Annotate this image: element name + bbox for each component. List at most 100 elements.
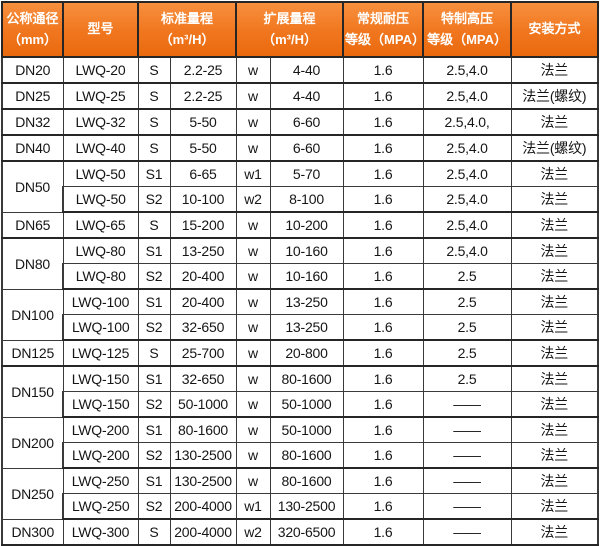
std-range-cell: 6-65 (169, 160, 237, 187)
dn-cell: DN125 (1, 339, 64, 367)
ext-marker-cell: w (235, 467, 271, 494)
install-cell: 法兰 (510, 339, 600, 367)
ext-range-cell: 13-250 (269, 314, 344, 341)
table-row: DN25 LWQ-25 S 2.2-25 w 4-40 1.6 2.5,4.0 法兰(螺纹) (1, 82, 600, 110)
std-marker-cell: S (137, 56, 171, 84)
ext-marker-cell: w2 (235, 186, 271, 213)
install-cell: 法兰(螺纹) (510, 82, 600, 110)
ext-range-cell: 20-800 (269, 339, 344, 367)
ext-marker-cell: w (235, 288, 271, 315)
std-range-cell: 20-400 (169, 288, 237, 315)
table-row: DN80 LWQ-80 S1 13-250 w 10-160 1.6 2.5,4.0 法兰 (1, 237, 600, 290)
normal-pressure-cell: 1.6 (342, 237, 424, 264)
high-pressure-cell: 2.5 (422, 263, 512, 290)
table-row: DN20 LWQ-20 S 2.2-25 w 4-40 1.6 2.5,4.0 法兰 (1, 56, 600, 84)
model-cell: LWQ-100 (62, 288, 139, 315)
std-marker-cell: S (137, 82, 171, 110)
std-range-cell: 5-50 (169, 134, 237, 162)
table-row: LWQ-50 S2 10-100 w2 8-100 1.6 2.5,4.0 法兰 (2, 186, 600, 213)
normal-pressure-cell: 1.6 (342, 339, 424, 367)
normal-pressure-cell: 1.6 (342, 365, 424, 392)
ext-marker-cell: w (235, 211, 271, 239)
dn-cell: DN100 (1, 288, 64, 341)
high-pressure-cell: 2.5 (422, 365, 512, 392)
std-range-cell: 10-100 (169, 186, 237, 213)
model-cell: LWQ-40 (62, 134, 139, 162)
normal-pressure-cell: 1.6 (342, 314, 424, 341)
install-cell: 法兰 (510, 467, 600, 494)
normal-pressure-cell: 1.6 (342, 186, 424, 213)
ext-range-cell: 10-160 (269, 263, 344, 290)
ext-range-cell: 320-6500 (269, 518, 344, 546)
dn-cell: DN40 (1, 134, 64, 162)
install-cell: 法兰 (510, 186, 600, 213)
install-cell: 法兰 (510, 365, 600, 392)
std-marker-cell: S2 (137, 442, 171, 469)
high-pressure-cell: 2.5 (422, 288, 512, 315)
normal-pressure-cell: 1.6 (342, 82, 424, 110)
ext-marker-cell: w (235, 365, 271, 392)
high-pressure-cell: 2.5 (422, 314, 512, 341)
ext-marker-cell: w (235, 134, 271, 162)
col-header-std: 标准量程 （m³/H） (136, 1, 238, 58)
table-row: DN300 LWQ-300 S 200-4000 w2 320-6500 1.6 —— 法兰 (1, 518, 600, 546)
ext-range-cell: 4-40 (269, 56, 344, 84)
high-pressure-cell: —— (422, 518, 512, 546)
ext-range-cell: 8-100 (269, 186, 344, 213)
model-cell: LWQ-20 (62, 56, 139, 84)
std-range-cell: 15-200 (169, 211, 237, 239)
std-range-cell: 2.2-25 (169, 82, 237, 110)
ext-range-cell: 10-160 (269, 237, 344, 264)
std-marker-cell: S2 (137, 263, 171, 290)
ext-range-cell: 4-40 (269, 82, 344, 110)
ext-range-cell: 80-1600 (269, 442, 344, 469)
install-cell: 法兰 (510, 237, 600, 264)
std-range-cell: 50-1000 (169, 391, 237, 418)
ext-marker-cell: w (235, 339, 271, 367)
model-cell: LWQ-200 (62, 416, 139, 443)
high-pressure-cell: 2.5 (422, 339, 512, 367)
ext-marker-cell: w1 (235, 493, 271, 520)
model-cell: LWQ-250 (62, 467, 139, 494)
normal-pressure-cell: 1.6 (342, 416, 424, 443)
col-header-normal: 常规耐压 等级（MPA） (342, 1, 425, 58)
install-cell: 法兰 (510, 314, 600, 341)
std-marker-cell: S2 (137, 493, 171, 520)
table-header: 公称通径 （mm） 型号 标准量程 （m³/H） 扩展量程 （m³/H） 常规耐压 等级（MPA… (1, 1, 600, 58)
table-row: DN150 LWQ-150 S1 32-650 w 80-1600 1.6 2.5 法兰 (1, 365, 600, 418)
high-pressure-cell: —— (422, 467, 512, 494)
high-pressure-cell: 2.5,4.0 (422, 134, 512, 162)
dn-cell: DN250 (1, 467, 64, 520)
std-range-cell: 13-250 (169, 237, 237, 264)
install-cell: 法兰 (510, 518, 600, 546)
std-marker-cell: S1 (137, 416, 171, 443)
ext-marker-cell: w (235, 263, 271, 290)
col-header-ext: 扩展量程 （m³/H） (235, 1, 345, 58)
table-row: LWQ-100 S2 32-650 w 13-250 1.6 2.5 法兰 (2, 314, 600, 341)
high-pressure-cell: —— (422, 493, 512, 520)
high-pressure-cell: 2.5,4.0 (422, 160, 512, 187)
ext-marker-cell: w (235, 391, 271, 418)
model-cell: LWQ-150 (62, 365, 139, 392)
std-marker-cell: S1 (137, 160, 171, 187)
ext-marker-cell: w (235, 82, 271, 110)
high-pressure-cell: 2.5,4.0 (422, 82, 512, 110)
normal-pressure-cell: 1.6 (342, 391, 424, 418)
ext-marker-cell: w (235, 56, 271, 84)
ext-range-cell: 6-60 (269, 108, 344, 136)
std-marker-cell: S2 (137, 186, 171, 213)
col-header-install: 安装方式 (510, 1, 600, 58)
normal-pressure-cell: 1.6 (342, 134, 424, 162)
std-marker-cell: S1 (137, 288, 171, 315)
std-marker-cell: S (137, 339, 171, 367)
table-row: DN200 LWQ-200 S1 80-1600 w 50-1000 1.6 —— 法兰 (1, 416, 600, 469)
install-cell: 法兰 (510, 391, 600, 418)
normal-pressure-cell: 1.6 (342, 56, 424, 84)
model-cell: LWQ-50 (62, 160, 139, 187)
high-pressure-cell: —— (422, 442, 512, 469)
std-range-cell: 32-650 (169, 314, 237, 341)
model-cell: LWQ-80 (62, 237, 139, 264)
ext-range-cell: 6-60 (269, 134, 344, 162)
model-cell: LWQ-300 (62, 518, 139, 546)
